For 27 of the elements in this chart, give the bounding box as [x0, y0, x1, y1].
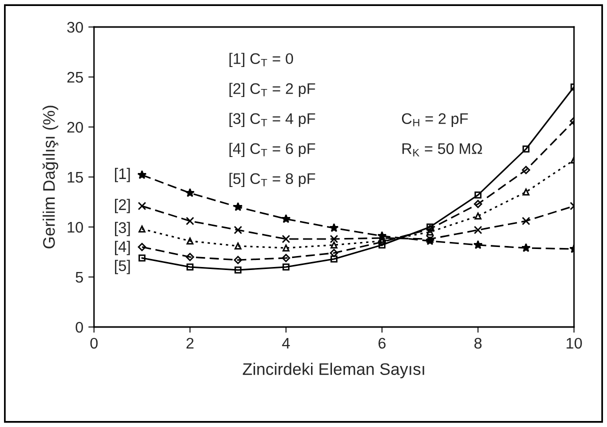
series-label: [5]	[114, 260, 130, 274]
y-tick-label: 10	[68, 222, 83, 233]
annotation: [1] C$_{T}$ = 0	[229, 52, 294, 68]
y-tick-label: 25	[67, 72, 83, 83]
series-label: [1]	[114, 168, 130, 182]
series-label: [4]	[114, 240, 130, 256]
series-label: [3]	[114, 222, 130, 236]
y-tick-label: 20	[67, 122, 83, 133]
annotation: C$_{H}$ = 2 pF	[402, 113, 468, 128]
x-tick-label: 10	[566, 338, 582, 349]
x-tick-label: 0	[90, 338, 98, 349]
series-label: [2]	[114, 198, 130, 214]
y-axis-title: Gerilim Dağılışı (%)	[42, 106, 58, 248]
annotation: R$_{K}$ = 50 MΩ	[402, 143, 482, 156]
y-tick-label: 5	[76, 272, 83, 283]
y-tick-label: 0	[76, 322, 83, 333]
annotation: [3] C$_{T}$ = 4 pF	[229, 112, 316, 128]
y-tick-label: 30	[67, 22, 83, 33]
annotation: [2] C$_{T}$ = 2 pF	[229, 82, 316, 98]
annotation: [4] C$_{T}$ = 6 pF	[229, 142, 316, 158]
x-axis-title: Zincirdeki Eleman Sayısı	[242, 362, 424, 378]
annotation: [5] C$_{T}$ = 8 pF	[229, 172, 316, 188]
x-tick-label: 2	[186, 338, 194, 348]
y-tick-label: 15	[68, 172, 83, 183]
x-tick-label: 8	[474, 338, 482, 349]
x-tick-label: 6	[378, 338, 386, 349]
x-tick-label: 4	[282, 338, 290, 348]
